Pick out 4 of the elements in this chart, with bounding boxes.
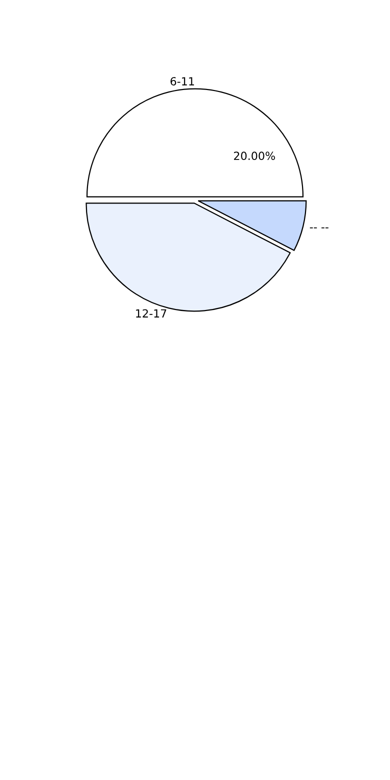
text: 20.00% bbox=[234, 152, 275, 160]
slice-label: 12-17 bbox=[136, 309, 166, 318]
slice-label: -- -- bbox=[310, 227, 328, 228]
slice-label: 6-11 bbox=[170, 77, 194, 86]
